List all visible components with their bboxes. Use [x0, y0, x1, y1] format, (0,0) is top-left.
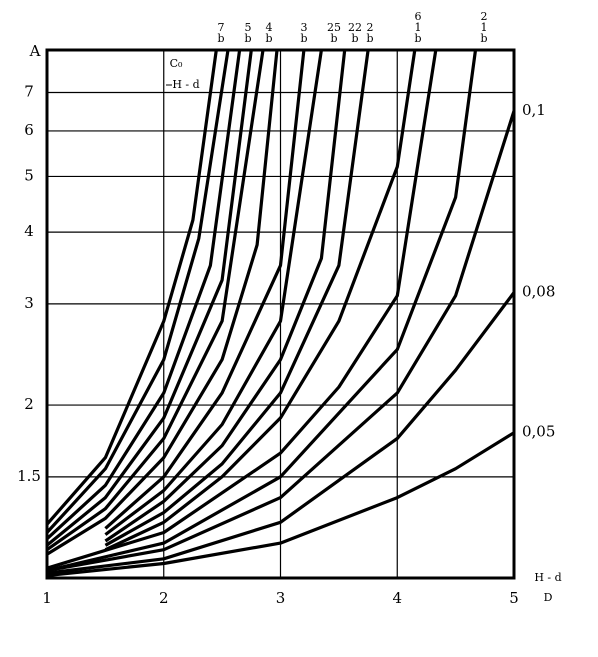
inner-label: C₀: [170, 57, 183, 70]
x-tick-label: 2: [159, 589, 169, 607]
x-axis-label: D: [544, 591, 553, 604]
x-tick-label: 5: [509, 589, 519, 607]
curve: [46, 49, 279, 556]
y-tick-label: 2: [24, 395, 34, 413]
curve: [104, 49, 306, 530]
top-label: 5: [245, 21, 252, 34]
top-label: b: [217, 32, 224, 45]
top-label: 25: [327, 21, 341, 34]
y-axis-label: A: [29, 42, 41, 60]
x-axis-label: H - d: [534, 571, 561, 584]
x-tick-label: 4: [392, 589, 402, 607]
top-label: b: [300, 32, 307, 45]
top-label: 1: [481, 21, 488, 34]
top-label: b: [480, 32, 487, 45]
plot-frame: [45, 48, 516, 580]
top-label: b: [351, 32, 358, 45]
top-label: 2: [367, 21, 374, 34]
curve: [46, 110, 516, 573]
curve: [45, 49, 253, 547]
curve: [46, 49, 438, 570]
top-label: b: [330, 32, 337, 45]
y-tick-label: 3: [24, 294, 34, 312]
curve: [45, 49, 230, 534]
top-label: 2: [481, 10, 488, 23]
curve: [46, 49, 478, 573]
curve: [104, 49, 323, 536]
curve: [104, 49, 347, 543]
top-label: 22: [348, 21, 362, 34]
curve: [46, 431, 515, 578]
curve-label: 0,05: [522, 423, 555, 441]
curve-label: 0,1: [522, 101, 546, 119]
top-label: 1: [415, 21, 422, 34]
top-label: 4: [266, 21, 273, 34]
y-tick-label: 1.5: [17, 467, 41, 485]
inner-label: H - d: [172, 78, 199, 91]
top-label: b: [366, 32, 373, 45]
curve-label: 0,08: [522, 283, 555, 301]
curve: [104, 49, 370, 547]
curve: [45, 49, 242, 540]
top-label: 6: [415, 10, 422, 23]
y-tick-label: 4: [24, 222, 34, 240]
top-label: b: [244, 32, 251, 45]
top-label: 3: [301, 21, 308, 34]
x-tick-label: 1: [42, 589, 52, 607]
x-tick-label: 3: [276, 589, 286, 607]
top-label: b: [414, 32, 421, 45]
top-label: 7: [218, 21, 225, 34]
curve: [104, 49, 417, 552]
top-label: b: [265, 32, 272, 45]
y-tick-label: 5: [24, 166, 34, 184]
curve: [45, 49, 218, 526]
curve: [46, 291, 516, 575]
y-tick-label: 6: [24, 121, 34, 139]
y-tick-label: 7: [24, 83, 34, 101]
curve: [46, 49, 265, 552]
